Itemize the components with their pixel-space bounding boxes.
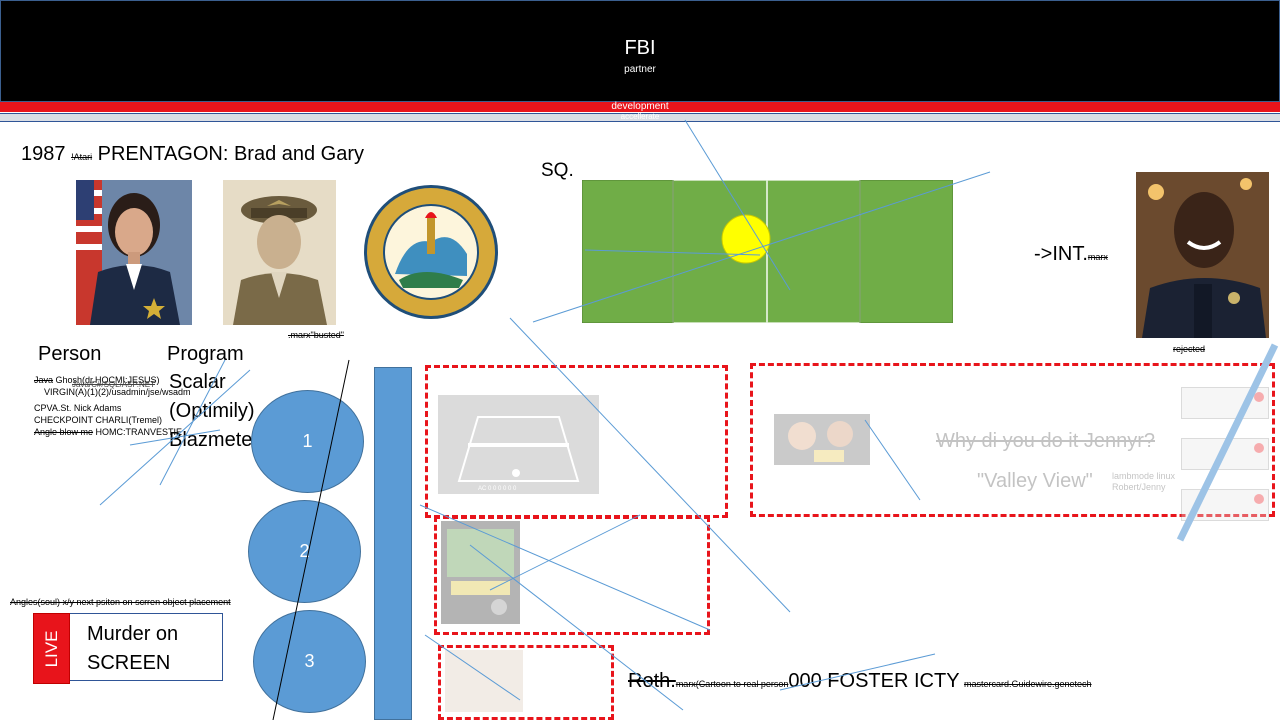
foster-note: mastercard.Guidewire.genetech <box>963 679 1092 689</box>
green-court-diagram <box>581 179 954 324</box>
title-text: PRENTAGON: Brad and Gary <box>97 143 365 165</box>
foster-text: 000 FOSTER ICTY <box>788 670 960 692</box>
blue-vertical-bar <box>374 367 412 720</box>
int-struck-note: marx <box>1087 252 1108 262</box>
tennis-box-art <box>441 521 520 624</box>
panel-dot-icon <box>1254 494 1264 504</box>
int-label-text: ->INT. <box>1034 243 1088 265</box>
jenny-photo <box>774 414 870 465</box>
officer-right-photo <box>1136 172 1269 338</box>
live-text: Murder on SCREEN <box>87 623 179 674</box>
person-note: Angle blow me HOMC:TRANVESTIE <box>34 427 183 437</box>
circle-step-1[interactable]: 1 <box>251 390 364 493</box>
faded-panel-3 <box>1181 489 1269 521</box>
roth-note: marx(Cartoon to real person <box>675 679 789 689</box>
person-heading: Person <box>38 343 102 365</box>
panel-dot-icon <box>1254 443 1264 453</box>
person-note: CPVA.St. Nick Adams <box>34 403 122 413</box>
gray-bar-label: accellerate <box>620 112 660 121</box>
sq-label: SQ. <box>541 160 574 181</box>
header-subtitle: partner <box>624 64 656 75</box>
red-bar-label: development <box>611 101 669 112</box>
game-score: AC 0 0 0 0 0 0 <box>478 486 517 492</box>
overlap-note: Java/C#/SQL/ASP.NET <box>72 380 155 389</box>
tennis-game-screenshot: AC 0 0 0 0 0 0 <box>438 395 599 494</box>
valley-view-text: "Valley View" <box>977 470 1093 492</box>
angles-note: Angles(soul) x/y next psiton on scrren o… <box>10 597 231 607</box>
title-year: 1987 <box>21 143 66 165</box>
page-title: 1987 !Atari PRENTAGON: Brad and Gary <box>21 143 364 166</box>
title-struck-note: !Atari <box>71 152 93 162</box>
circle-step-3[interactable]: 3 <box>253 610 366 713</box>
panel-dot-icon <box>1254 392 1264 402</box>
corrections-seal-logo <box>363 184 499 320</box>
gray-bar <box>0 113 1280 122</box>
officer-portrait-photo <box>76 180 192 325</box>
red-bar <box>0 102 1280 112</box>
jenny-question: Why di you do it Jennyr? <box>936 430 1155 452</box>
blurred-thumbnail <box>445 650 523 712</box>
faded-panel-2 <box>1181 438 1269 470</box>
roth-text: Roth. <box>628 670 676 692</box>
faded-panel-1 <box>1181 387 1269 419</box>
live-badge: LIVE <box>33 613 70 684</box>
bottom-caption: Roth.marx(Cartoon to real person000 FOST… <box>628 670 1092 693</box>
int-label: ->INT.marx <box>1034 243 1108 266</box>
live-badge-text: LIVE <box>41 630 61 667</box>
person-note: CHECKPOINT CHARLI(Tremel) <box>34 415 163 425</box>
program-heading: Program <box>167 343 244 365</box>
header-title: FBI <box>624 37 656 59</box>
rejected-label: rejected <box>1173 344 1206 354</box>
circle-step-2[interactable]: 2 <box>248 500 361 603</box>
busted-caption: .marx"busted" <box>288 330 344 340</box>
header-banner <box>0 0 1280 102</box>
soldier-portrait-photo <box>223 180 336 325</box>
jenny-side-notes: lambmode linux Robert/Jenny <box>1112 471 1176 492</box>
